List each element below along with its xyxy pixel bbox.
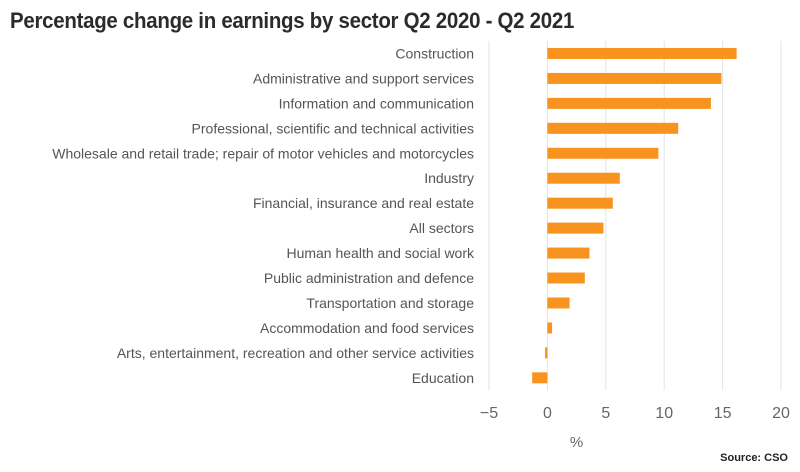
x-tick-label: 0: [543, 405, 552, 422]
bar: [532, 372, 548, 384]
bar: [547, 297, 570, 309]
bar: [547, 322, 553, 334]
category-label: Financial, insurance and real estate: [253, 195, 474, 211]
bar: [547, 122, 679, 134]
bar: [547, 172, 620, 184]
source-note: Source: CSO: [720, 452, 788, 464]
bar: [547, 72, 722, 84]
x-tick-label: 15: [714, 405, 732, 422]
category-label: Administrative and support services: [253, 70, 474, 86]
bar: [545, 347, 548, 359]
bar: [547, 222, 604, 234]
x-tick-label: −5: [480, 405, 498, 422]
bar: [547, 272, 585, 284]
bar: [547, 247, 590, 259]
bar: [547, 147, 659, 159]
bar: [547, 97, 711, 109]
category-label: All sectors: [409, 220, 474, 236]
category-label: Transportation and storage: [306, 295, 474, 311]
bar: [547, 47, 737, 59]
category-label: Human health and social work: [286, 245, 475, 261]
bar: [547, 197, 613, 209]
chart-title: Percentage change in earnings by sector …: [10, 8, 575, 33]
category-label: Information and communication: [279, 95, 474, 111]
category-label: Industry: [424, 170, 474, 186]
x-tick-label: 5: [601, 405, 610, 422]
category-label: Professional, scientific and technical a…: [192, 120, 474, 136]
category-label: Wholesale and retail trade; repair of mo…: [52, 145, 474, 161]
category-label: Arts, entertainment, recreation and othe…: [117, 345, 474, 361]
category-label: Public administration and defence: [264, 270, 474, 286]
category-label: Construction: [395, 45, 474, 61]
category-label: Education: [412, 370, 474, 386]
x-tick-label: 10: [655, 405, 673, 422]
x-axis-label: %: [570, 434, 583, 451]
category-label: Accommodation and food services: [260, 320, 474, 336]
x-tick-label: 20: [772, 405, 790, 422]
